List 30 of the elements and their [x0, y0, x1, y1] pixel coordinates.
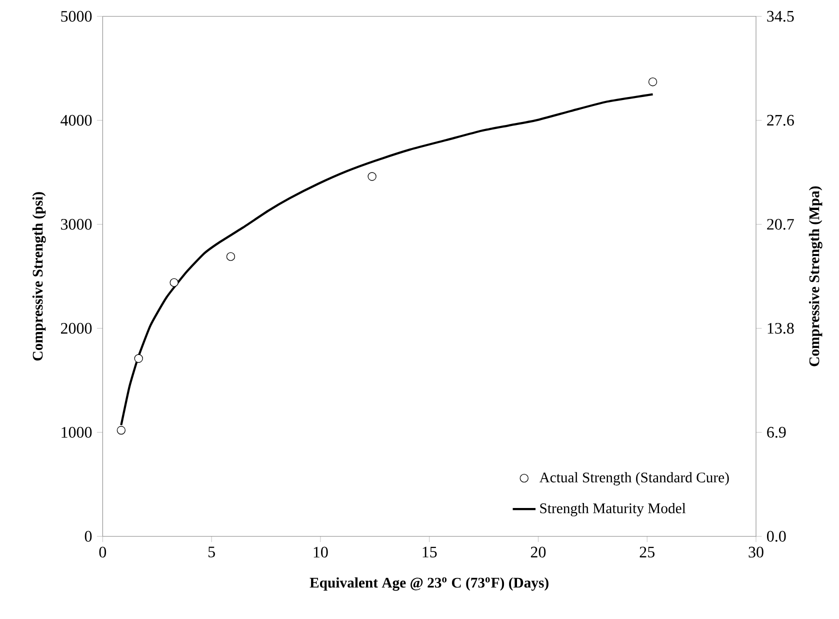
point	[134, 354, 143, 363]
y2-tick-label: 13.8	[768, 322, 794, 334]
point	[648, 78, 658, 86]
y-tick-label: 5000	[61, 10, 92, 22]
x-axis-title: Equivalent Age @ 23$^{o}$ C (73$^{o}$F) (Days)	[310, 577, 548, 591]
point	[226, 252, 236, 261]
x-tick-label: 25	[640, 546, 654, 558]
y2-axis-title: Compressive Strength (Mpa)	[808, 186, 822, 366]
point	[116, 426, 126, 435]
y2-tick-label: 6.9	[767, 426, 786, 438]
y-axis-title: Compressive Strength (psi)	[32, 192, 46, 360]
x-tick-label: 0	[99, 546, 106, 558]
x-tick-label: 15	[422, 546, 437, 558]
y2-tick-label: 0.0	[767, 530, 786, 542]
x-tick-label: 30	[748, 546, 764, 558]
x-tick-label: 5	[208, 546, 215, 558]
point	[368, 172, 376, 181]
y2-tick-label: 20.7	[767, 218, 794, 230]
point	[170, 278, 178, 287]
y-tick-label: 4000	[60, 114, 92, 126]
x-tick-label: 20	[530, 546, 546, 558]
y-tick-label: 2000	[60, 322, 92, 334]
legend-label: Strength Maturity Model	[540, 502, 686, 516]
y-tick-label: 0	[84, 530, 92, 542]
y-tick-label: 3000	[61, 218, 92, 230]
y2-tick-label: 34.5	[767, 10, 794, 22]
x-tick-label: 10	[314, 546, 328, 558]
y2-tick-label: 27.6	[767, 114, 794, 126]
y-tick-label: 1000	[62, 426, 92, 438]
legend-label: Actual Strength (Standard Cure)	[539, 472, 729, 486]
